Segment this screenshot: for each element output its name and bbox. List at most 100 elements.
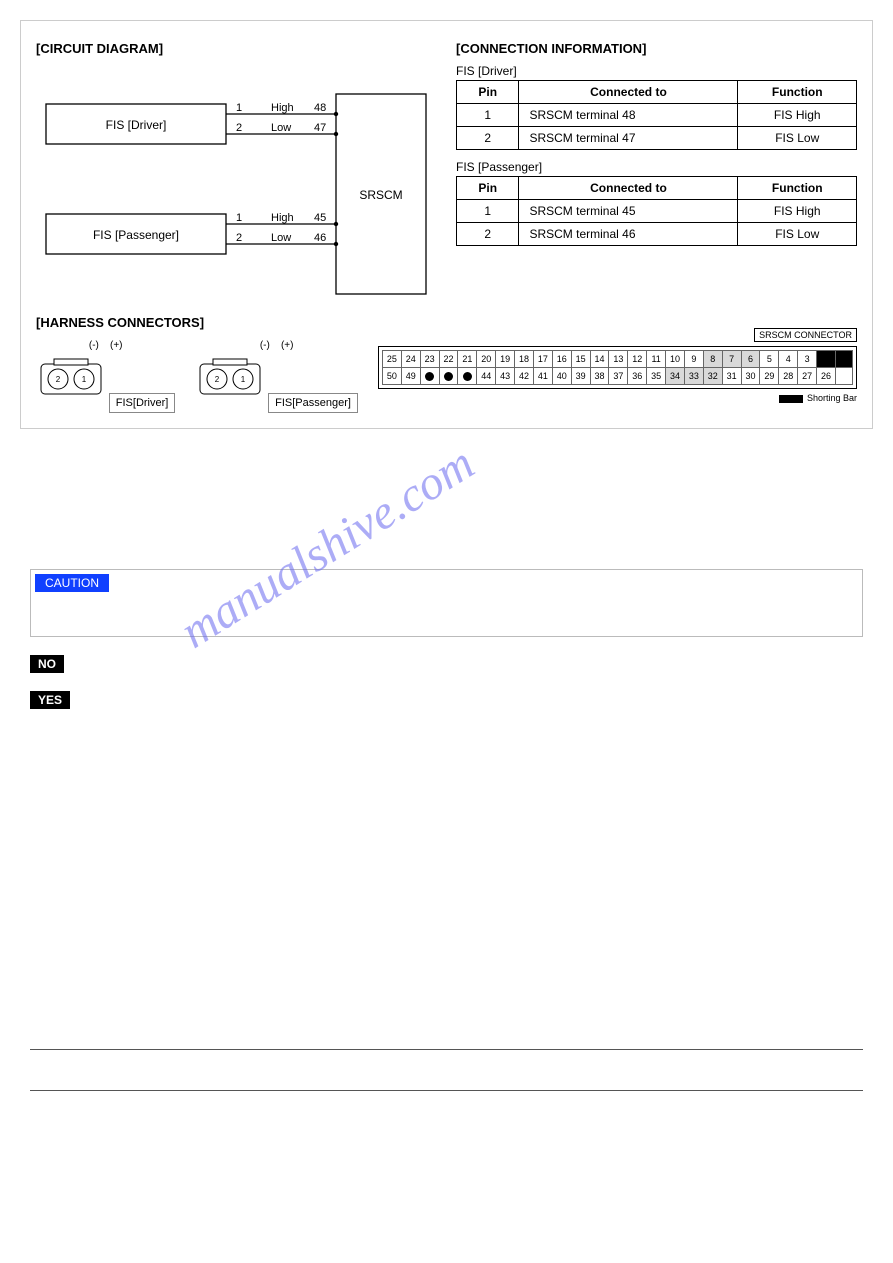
srscm-pin-cell: 27 [798, 368, 817, 385]
srscm-pin-cell [439, 368, 458, 385]
passenger-th-pin: Pin [457, 177, 519, 200]
caution-label: CAUTION [35, 574, 109, 592]
srscm-pin-cell: 43 [496, 368, 515, 385]
fis-pin-1-text-2: 1 [241, 375, 246, 384]
srscm-pin-cell: 35 [647, 368, 666, 385]
cell: SRSCM terminal 47 [519, 127, 738, 150]
fis-passenger-connector: (-) (+) 2 1 FIS[Passenger] [195, 340, 358, 413]
srscm-pin-cell: 13 [609, 351, 628, 368]
driver-pin-2: 2 [236, 122, 242, 134]
passenger-term-dot-2 [334, 242, 338, 246]
passenger-th-func: Function [738, 177, 857, 200]
passenger-term-dot-1 [334, 222, 338, 226]
fis-pos-label-2: (+) [281, 340, 294, 351]
cell: 1 [457, 200, 519, 223]
fis-key [213, 359, 247, 365]
srscm-pin-cell: 5 [760, 351, 779, 368]
srscm-pin-cell: 10 [666, 351, 685, 368]
driver-term-1: 48 [314, 102, 326, 114]
harness-row: (-) (+) 2 1 FIS[Driver] (-) (+) [36, 340, 857, 413]
driver-table-label: FIS [Driver] [456, 64, 857, 78]
driver-connection-table: Pin Connected to Function 1 SRSCM termin… [456, 80, 857, 150]
driver-label-1: High [271, 102, 294, 114]
driver-term-dot-2 [334, 132, 338, 136]
srscm-pin-cell: 14 [590, 351, 609, 368]
passenger-table-label: FIS [Passenger] [456, 160, 857, 174]
srscm-connector-label: SRSCM CONNECTOR [754, 328, 857, 342]
srscm-pin-cell: 20 [477, 351, 496, 368]
passenger-label-1: High [271, 212, 294, 224]
srscm-pin-cell [458, 368, 477, 385]
fis-pin-1-text: 1 [82, 375, 87, 384]
srscm-pin-cell: 21 [458, 351, 477, 368]
diagram-frame: [CIRCUIT DIAGRAM] SRSCM FIS [Driver] 1 H… [20, 20, 873, 429]
divider-2 [30, 1090, 863, 1091]
srscm-row-2: 5049444342414039383736353433323130292827… [382, 368, 852, 385]
fis-passenger-label: FIS [Passenger] [93, 228, 179, 242]
srscm-pin-cell: 4 [779, 351, 798, 368]
circuit-column: [CIRCUIT DIAGRAM] SRSCM FIS [Driver] 1 H… [36, 41, 436, 307]
harness-connectors-title: [HARNESS CONNECTORS] [36, 315, 857, 330]
shorting-bar-legend: Shorting Bar [378, 393, 857, 403]
srscm-pin-cell: 6 [741, 351, 760, 368]
srscm-pin-cell [835, 351, 852, 368]
srscm-pin-cell [420, 368, 439, 385]
table-row: 1 SRSCM terminal 45 FIS High [457, 200, 857, 223]
srscm-pin-cell: 28 [779, 368, 798, 385]
fis-driver-caption: FIS[Driver] [109, 393, 176, 413]
srscm-pin-cell: 42 [515, 368, 534, 385]
cell: SRSCM terminal 48 [519, 104, 738, 127]
top-row: [CIRCUIT DIAGRAM] SRSCM FIS [Driver] 1 H… [36, 41, 857, 307]
yes-tag: YES [30, 691, 70, 709]
fis-pin-2-text-2: 2 [215, 375, 220, 384]
srscm-pin-cell: 36 [628, 368, 647, 385]
srscm-pin-cell: 24 [401, 351, 420, 368]
passenger-pin-1: 1 [236, 212, 242, 224]
fis-pin-2-text: 2 [56, 375, 61, 384]
circuit-diagram-title: [CIRCUIT DIAGRAM] [36, 41, 436, 56]
table-row: 2 SRSCM terminal 46 FIS Low [457, 223, 857, 246]
srscm-pin-table: 252423222120191817161514131211109876543 … [382, 350, 853, 385]
no-tag: NO [30, 655, 64, 673]
srscm-pin-cell: 49 [401, 368, 420, 385]
cell: 2 [457, 127, 519, 150]
srscm-pin-cell: 18 [515, 351, 534, 368]
srscm-pin-cell: 38 [590, 368, 609, 385]
srscm-row-1: 252423222120191817161514131211109876543 [382, 351, 852, 368]
table-row: 1 SRSCM terminal 48 FIS High [457, 104, 857, 127]
driver-th-conn: Connected to [519, 81, 738, 104]
srscm-pin-cell: 17 [533, 351, 552, 368]
cell: SRSCM terminal 46 [519, 223, 738, 246]
passenger-term-2: 46 [314, 232, 326, 244]
passenger-term-1: 45 [314, 212, 326, 224]
srscm-pin-cell: 11 [647, 351, 666, 368]
cell: SRSCM terminal 45 [519, 200, 738, 223]
srscm-pin-cell: 26 [817, 368, 836, 385]
fis-driver-svg: 2 1 [36, 351, 106, 406]
driver-th-pin: Pin [457, 81, 519, 104]
srscm-pin-cell [817, 351, 836, 368]
srscm-pin-cell: 32 [703, 368, 722, 385]
cell: FIS High [738, 104, 857, 127]
srscm-pin-cell [835, 368, 852, 385]
srscm-pin-cell: 23 [420, 351, 439, 368]
srscm-pin-cell: 37 [609, 368, 628, 385]
cell: 2 [457, 223, 519, 246]
fis-neg-label: (-) [89, 340, 99, 351]
srscm-pin-cell: 15 [571, 351, 590, 368]
shorting-bar-text: Shorting Bar [807, 393, 857, 403]
srscm-pin-cell: 30 [741, 368, 760, 385]
passenger-th-conn: Connected to [519, 177, 738, 200]
driver-pin-1: 1 [236, 102, 242, 114]
srscm-pin-cell: 33 [684, 368, 703, 385]
driver-label-2: Low [271, 122, 291, 134]
table-row: 2 SRSCM terminal 47 FIS Low [457, 127, 857, 150]
srscm-pin-cell: 44 [477, 368, 496, 385]
fis-passenger-svg: 2 1 [195, 351, 265, 406]
fis-passenger-caption: FIS[Passenger] [268, 393, 358, 413]
srscm-pin-cell: 34 [666, 368, 685, 385]
srscm-pin-cell: 19 [496, 351, 515, 368]
srscm-pin-cell: 31 [722, 368, 741, 385]
fis-driver-connector: (-) (+) 2 1 FIS[Driver] [36, 340, 175, 413]
fis-pos-label: (+) [110, 340, 123, 351]
